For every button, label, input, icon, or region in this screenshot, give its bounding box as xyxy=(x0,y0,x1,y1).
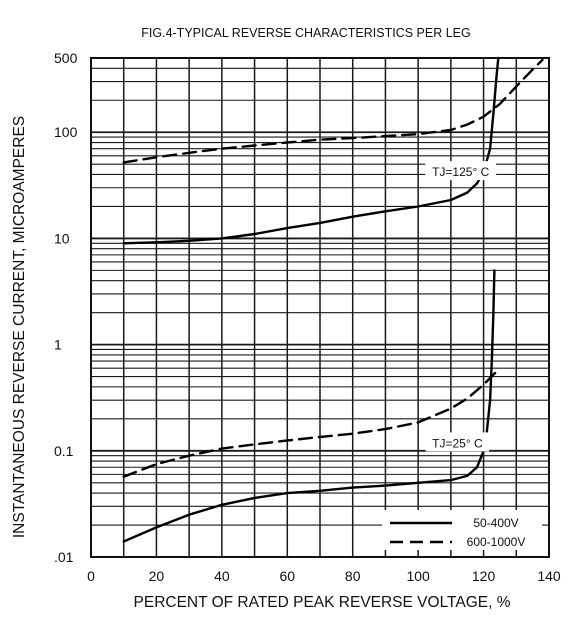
y-tick-label: 10 xyxy=(54,230,70,246)
plot-frame xyxy=(90,57,550,558)
y-axis-label: INSTANTANEOUS REVERSE CURRENT, MICROAMPE… xyxy=(11,116,28,538)
annotation-bg xyxy=(425,161,497,181)
annotation-label: TJ=125° C xyxy=(432,165,489,179)
annotation-label: TJ=25° C xyxy=(432,436,483,450)
x-tick-label: 100 xyxy=(406,568,430,584)
y-tick-label: 500 xyxy=(54,50,78,66)
legend: 50-400V 600-1000V xyxy=(382,510,542,550)
series-layer xyxy=(122,56,544,543)
legend-label: 600-1000V xyxy=(467,535,526,549)
series-line xyxy=(122,58,544,164)
x-tick-label: 20 xyxy=(149,568,165,584)
grid-layer xyxy=(90,57,550,558)
y-tick-label: 0.1 xyxy=(54,443,74,459)
x-tick-label: 0 xyxy=(87,568,95,584)
annotation-layer: TJ=125° C TJ=25° C xyxy=(425,161,497,452)
series-line xyxy=(122,56,500,245)
y-tick-label: 1 xyxy=(54,337,62,353)
legend-label: 50-400V xyxy=(473,516,518,530)
tick-layer: 0 20 40 60 80 100 120 140 500 100 10 1 0.1 .01 xyxy=(54,50,561,584)
x-tick-label: 80 xyxy=(345,568,361,584)
x-tick-label: 120 xyxy=(472,568,496,584)
legend-box xyxy=(382,510,542,550)
x-tick-label: 140 xyxy=(537,568,561,584)
y-tick-label: .01 xyxy=(54,549,74,565)
x-tick-label: 40 xyxy=(214,568,230,584)
series-line xyxy=(122,367,502,478)
x-axis-label: PERCENT OF RATED PEAK REVERSE VOLTAGE, % xyxy=(134,594,511,611)
y-tick-label: 100 xyxy=(54,124,78,140)
annotation-bg xyxy=(425,432,490,452)
x-tick-label: 60 xyxy=(279,568,295,584)
series-line xyxy=(122,269,496,543)
chart-title: FIG.4-TYPICAL REVERSE CHARACTERISTICS PE… xyxy=(141,26,470,40)
